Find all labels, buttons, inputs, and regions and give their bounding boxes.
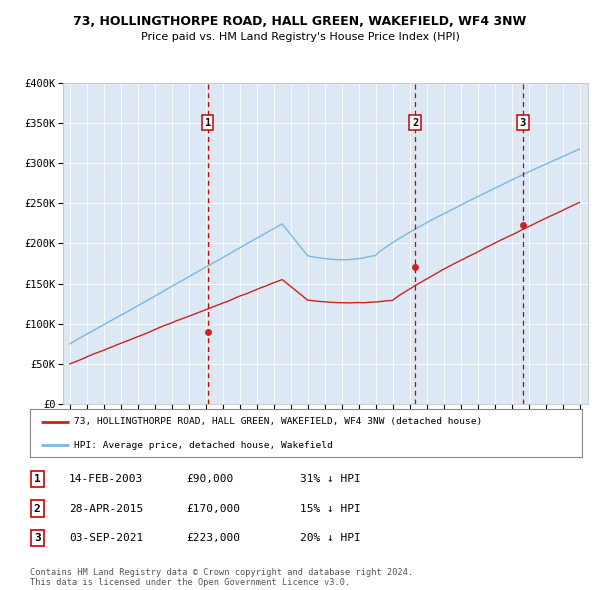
Text: 31% ↓ HPI: 31% ↓ HPI	[300, 474, 361, 484]
Text: 2: 2	[412, 118, 418, 128]
Text: 3: 3	[34, 533, 41, 543]
Text: 73, HOLLINGTHORPE ROAD, HALL GREEN, WAKEFIELD, WF4 3NW (detached house): 73, HOLLINGTHORPE ROAD, HALL GREEN, WAKE…	[74, 418, 482, 427]
Text: 14-FEB-2003: 14-FEB-2003	[69, 474, 143, 484]
Text: Price paid vs. HM Land Registry's House Price Index (HPI): Price paid vs. HM Land Registry's House …	[140, 32, 460, 42]
Text: HPI: Average price, detached house, Wakefield: HPI: Average price, detached house, Wake…	[74, 441, 333, 450]
Text: 28-APR-2015: 28-APR-2015	[69, 504, 143, 513]
Text: £223,000: £223,000	[186, 533, 240, 543]
Text: 15% ↓ HPI: 15% ↓ HPI	[300, 504, 361, 513]
Text: 03-SEP-2021: 03-SEP-2021	[69, 533, 143, 543]
Text: Contains HM Land Registry data © Crown copyright and database right 2024.
This d: Contains HM Land Registry data © Crown c…	[30, 568, 413, 587]
Text: 1: 1	[205, 118, 211, 128]
Text: £90,000: £90,000	[186, 474, 233, 484]
Text: 20% ↓ HPI: 20% ↓ HPI	[300, 533, 361, 543]
Text: £170,000: £170,000	[186, 504, 240, 513]
Text: 2: 2	[34, 504, 41, 513]
Text: 73, HOLLINGTHORPE ROAD, HALL GREEN, WAKEFIELD, WF4 3NW: 73, HOLLINGTHORPE ROAD, HALL GREEN, WAKE…	[73, 15, 527, 28]
Text: 3: 3	[520, 118, 526, 128]
Text: 1: 1	[34, 474, 41, 484]
